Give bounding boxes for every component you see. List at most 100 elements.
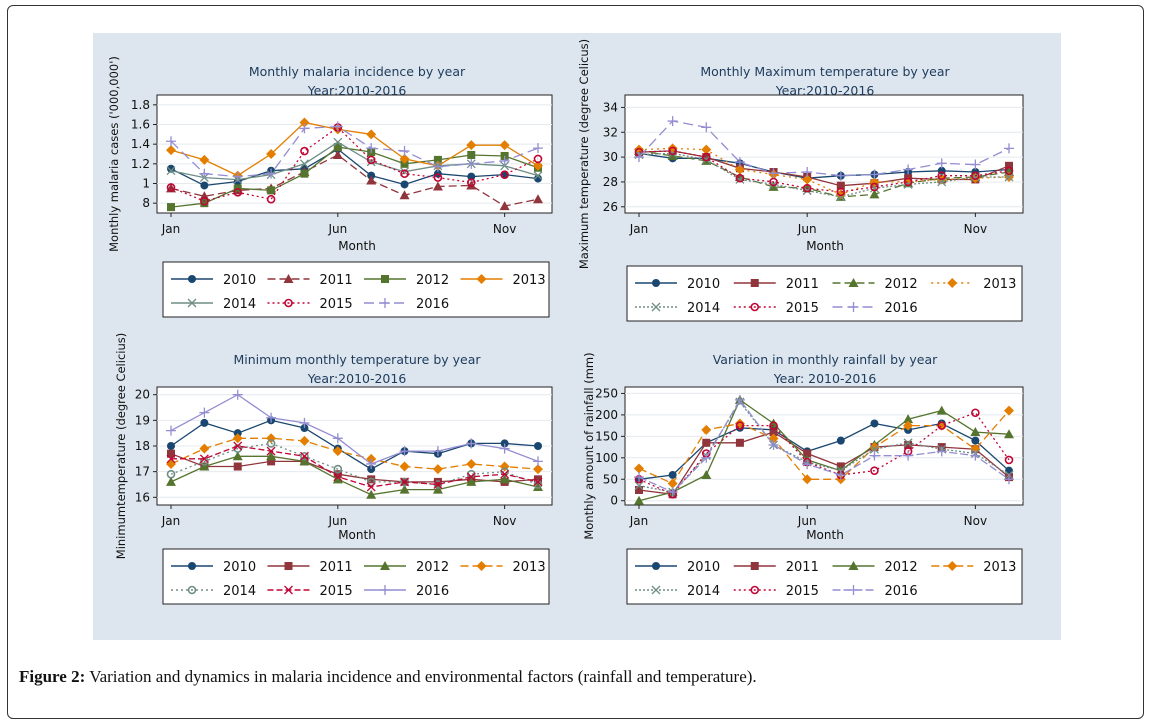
data-point: [166, 476, 176, 486]
legend-label: 2013: [983, 560, 1016, 575]
series-2016: [634, 116, 1014, 181]
legend-marker: [848, 561, 859, 570]
data-point: [299, 123, 310, 134]
series-line-2015: [638, 411, 1010, 496]
data-point: [634, 481, 644, 491]
data-point: [534, 442, 542, 450]
legend-marker: [848, 585, 859, 595]
data-point: [167, 442, 175, 450]
data-point: [667, 487, 678, 498]
data-point: [835, 170, 846, 181]
data-point: [332, 121, 343, 132]
data-point: [1004, 455, 1014, 465]
y-tick-label: 18: [135, 439, 150, 453]
data-point: [499, 474, 510, 484]
data-point: [803, 449, 812, 458]
data-point: [200, 457, 209, 466]
series-line-2013: [170, 437, 539, 470]
legend: 2010 2011 2012 2013 2014 2015 2016: [162, 548, 550, 605]
y-tick-label: 150: [595, 429, 618, 443]
data-point: [266, 412, 277, 423]
x-axis-label: Month: [806, 528, 844, 542]
y-axis-label: Maximum temperature (degree Celicus): [577, 39, 591, 269]
legend-label: 2011: [786, 560, 819, 575]
data-point: [533, 143, 543, 154]
series-line-2010: [170, 148, 539, 187]
x-tick-label: Jan: [629, 514, 649, 528]
data-point: [500, 469, 510, 479]
legend-label: 2011: [786, 277, 819, 292]
chart-subtitle: Year:2010-2016: [307, 371, 407, 386]
data-point: [466, 158, 477, 169]
data-point: [634, 463, 644, 474]
chart-subtitle: Year:2010-2016: [775, 83, 875, 98]
data-point: [333, 143, 342, 152]
data-point: [266, 451, 277, 461]
series-2015: [166, 441, 543, 492]
data-point: [533, 480, 543, 489]
data-point: [366, 143, 377, 154]
data-point: [232, 451, 243, 461]
data-point: [936, 405, 947, 415]
data-point: [971, 408, 980, 418]
legend-marker: [651, 302, 661, 312]
y-tick-label: 16: [135, 490, 150, 504]
data-point: [836, 436, 845, 445]
chart-subtitle: Year:2010-2016: [307, 83, 407, 98]
chart-2: 26 28 30 32 34 Jan Jun Nov Monthly Maximum tempe…: [577, 39, 1024, 322]
y-tick-label: 100: [595, 451, 618, 465]
data-point: [233, 188, 243, 197]
legend-marker: [187, 298, 197, 308]
data-point: [466, 472, 476, 482]
y-tick-label: 1.4: [131, 137, 150, 151]
y-tick-label: 1.8: [131, 98, 150, 112]
legend-box: [162, 261, 550, 318]
data-point: [668, 146, 677, 156]
series-line-2013: [638, 147, 1010, 196]
data-point: [903, 414, 914, 424]
caption-label: Figure 2:: [19, 667, 86, 686]
data-point: [768, 168, 779, 179]
legend-marker: [283, 274, 294, 283]
data-point: [499, 155, 510, 166]
data-point: [333, 137, 343, 147]
data-point: [534, 475, 542, 484]
plot-area: [156, 94, 553, 214]
data-point: [266, 194, 276, 204]
data-point: [870, 182, 879, 192]
series-line-2014: [170, 442, 539, 486]
data-point: [233, 444, 243, 453]
legend-label: 2015: [786, 301, 819, 316]
data-point: [802, 186, 812, 196]
series-2012: [166, 451, 543, 499]
data-point: [300, 424, 309, 433]
data-point: [634, 152, 644, 163]
y-tick-label: 250: [595, 386, 618, 400]
chart-subtitle: Year: 2010-2016: [773, 371, 877, 386]
y-axis-label: Monthly malaria cases ('000,000'): [107, 56, 121, 252]
x-tick-label: Jan: [161, 514, 181, 528]
data-point: [701, 152, 711, 162]
y-tick-label: 28: [603, 175, 618, 189]
data-point: [802, 183, 812, 193]
data-point: [635, 485, 643, 494]
data-point: [533, 477, 543, 487]
legend-label: 2010: [687, 560, 720, 575]
data-point: [768, 181, 779, 191]
legend: 2010 2011 2012 2013 2014 2015 2016: [162, 261, 550, 318]
data-point: [166, 469, 176, 479]
data-point: [768, 439, 779, 450]
legend-marker: [750, 585, 760, 595]
data-point: [1004, 429, 1014, 439]
data-point: [869, 444, 879, 454]
data-point: [466, 140, 477, 151]
data-point: [869, 450, 880, 461]
data-point: [199, 168, 210, 179]
chart-title: Variation in monthly rainfall by year: [713, 352, 938, 367]
legend-label: 2012: [885, 560, 918, 575]
data-point: [366, 155, 376, 165]
data-point: [903, 177, 913, 187]
data-point: [432, 181, 443, 191]
data-point: [466, 458, 477, 469]
